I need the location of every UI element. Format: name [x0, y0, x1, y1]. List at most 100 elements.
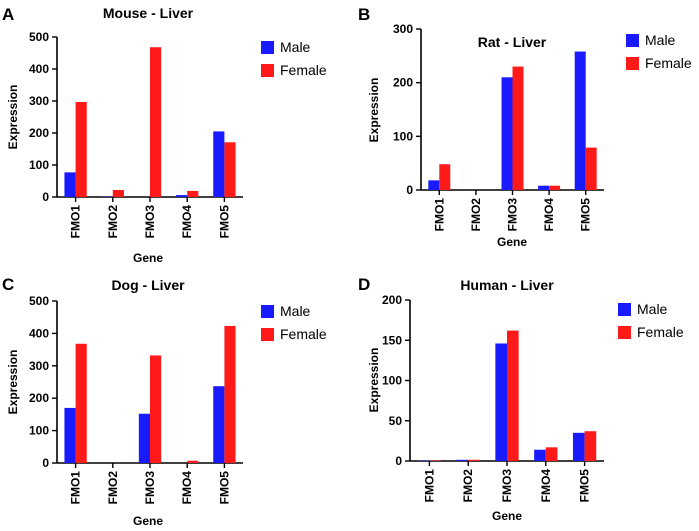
bar-male-fmo5	[572, 432, 585, 461]
x-tick-label: FMO1	[432, 198, 446, 232]
x-axis-label: Gene	[497, 235, 527, 249]
legend-label-female: Female	[645, 55, 692, 71]
bar-male-fmo3	[138, 413, 150, 463]
y-tick-label: 400	[29, 62, 49, 76]
panel-label: A	[2, 5, 14, 24]
chart-panel-a: A Mouse - Liver 0 100 200 300 400 500 FMO1 FMO2 FM…	[2, 5, 327, 265]
y-axis-label: Expression	[367, 78, 381, 143]
legend-label-male: Male	[280, 39, 311, 55]
bar-female-fmo5	[585, 147, 597, 190]
bar-female-fmo1	[75, 101, 87, 197]
y-tick-label: 300	[393, 22, 413, 36]
y-tick-label: 200	[382, 293, 402, 307]
chart-title: Dog - Liver	[111, 277, 185, 293]
legend-label-male: Male	[645, 32, 676, 48]
legend-label-female: Female	[637, 324, 684, 340]
legend: Male Female	[261, 39, 327, 78]
chart-title: Human - Liver	[460, 277, 554, 293]
bar-male-fmo3	[495, 343, 507, 461]
legend-swatch-male	[261, 41, 274, 54]
y-tick-label: 0	[42, 190, 49, 204]
chart-panel-d: D Human - Liver 0 50 100 150 200 FMO1 FMO2 FMO3 FM…	[358, 275, 684, 523]
bar-female-fmo1	[439, 164, 451, 190]
legend-label-male: Male	[637, 301, 668, 317]
y-tick-label: 100	[382, 374, 402, 388]
bar-female-fmo2	[468, 459, 480, 461]
x-tick-label: FMO2	[106, 205, 120, 239]
x-tick-label: FMO4	[180, 471, 194, 505]
x-tick-label: FMO1	[422, 469, 436, 503]
y-tick-label: 200	[29, 126, 49, 140]
legend: Male Female	[261, 303, 327, 342]
y-tick-label: 100	[29, 424, 49, 438]
y-tick-label: 500	[29, 30, 49, 44]
panel-label: B	[358, 5, 370, 24]
chart-panel-c: C Dog - Liver 0 100 200 300 400 500 FMO1 FMO2 FMO3…	[2, 275, 327, 528]
x-tick-label: FMO4	[542, 198, 556, 232]
legend-swatch-female	[626, 57, 639, 70]
bar-male-fmo1	[64, 407, 76, 463]
legend: Male Female	[626, 32, 692, 71]
legend-swatch-female	[261, 64, 274, 77]
y-tick-label: 0	[395, 454, 402, 468]
bar-female-fmo5	[224, 142, 236, 197]
x-tick-label: FMO2	[461, 469, 475, 503]
bar-female-fmo4	[549, 185, 561, 190]
bar-female-fmo4	[187, 460, 199, 463]
y-tick-label: 100	[29, 158, 49, 172]
legend-swatch-male	[261, 305, 274, 318]
bar-male-fmo5	[213, 131, 225, 197]
x-tick-label: FMO2	[106, 471, 120, 505]
y-tick-label: 0	[42, 456, 49, 470]
chart-panel-b: B Rat - Liver 0 100 200 300 FMO1 FMO2 FMO3 FMO4 FM…	[358, 5, 692, 249]
x-axis-label: Gene	[133, 251, 163, 265]
x-axis-label: Gene	[133, 514, 163, 528]
bar-male-fmo4	[534, 449, 546, 461]
legend-swatch-female	[261, 328, 274, 341]
bar-female-fmo3	[512, 66, 524, 190]
bar-female-fmo3	[507, 330, 519, 461]
y-tick-label: 300	[29, 359, 49, 373]
legend-swatch-female	[618, 326, 631, 339]
y-tick-label: 500	[29, 294, 49, 308]
bar-female-fmo5	[584, 431, 597, 461]
bar-female-fmo3	[150, 47, 162, 197]
y-axis-label: Expression	[367, 348, 381, 413]
x-tick-label: FMO3	[143, 471, 157, 505]
x-tick-label: FMO1	[69, 471, 83, 505]
x-tick-label: FMO3	[500, 469, 514, 503]
legend: Male Female	[618, 301, 684, 340]
x-tick-label: FMO5	[217, 471, 231, 505]
bar-male-fmo3	[501, 77, 513, 190]
y-tick-label: 200	[29, 391, 49, 405]
bar-female-fmo3	[150, 355, 162, 463]
x-tick-label: FMO5	[579, 198, 593, 232]
x-tick-label: FMO5	[578, 469, 592, 503]
panel-label: C	[2, 275, 14, 294]
y-tick-label: 0	[406, 183, 413, 197]
legend-swatch-male	[626, 34, 639, 47]
legend-swatch-male	[618, 303, 631, 316]
bar-female-fmo4	[545, 447, 558, 461]
chart-title: Mouse - Liver	[103, 5, 194, 21]
y-tick-label: 150	[382, 333, 402, 347]
legend-label-female: Female	[280, 326, 327, 342]
bar-male-fmo1	[64, 172, 76, 197]
bar-male-fmo2	[456, 459, 469, 461]
bar-male-fmo1	[428, 180, 440, 190]
panel-label: D	[358, 275, 370, 294]
bar-female-fmo5	[224, 325, 236, 463]
legend-label-female: Female	[280, 62, 327, 78]
legend-label-male: Male	[280, 303, 311, 319]
chart-title: Rat - Liver	[478, 34, 547, 50]
y-tick-label: 100	[393, 129, 413, 143]
bar-female-fmo1	[75, 343, 87, 463]
y-axis-label: Expression	[6, 85, 20, 150]
bar-female-fmo4	[187, 190, 199, 197]
x-tick-label: FMO4	[180, 205, 194, 239]
x-tick-label: FMO2	[469, 198, 483, 232]
x-tick-label: FMO1	[69, 205, 83, 239]
bar-male-fmo5	[574, 51, 586, 190]
x-tick-label: FMO4	[539, 469, 553, 503]
